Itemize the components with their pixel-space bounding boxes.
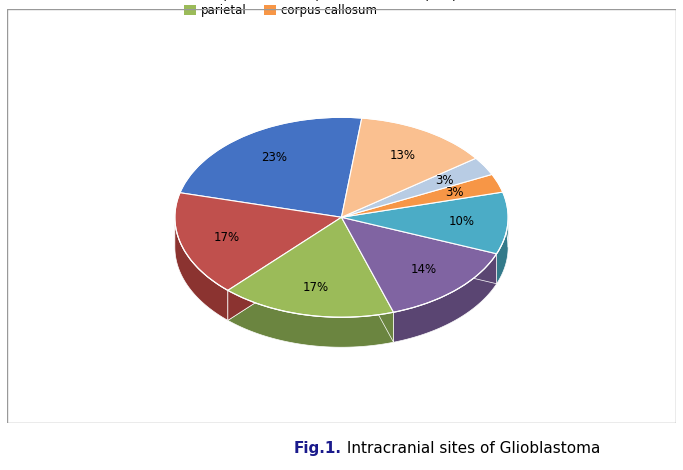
Polygon shape — [342, 158, 492, 217]
Polygon shape — [342, 217, 497, 312]
Polygon shape — [342, 217, 497, 284]
Polygon shape — [342, 118, 476, 217]
Text: 14%: 14% — [411, 263, 437, 276]
Polygon shape — [228, 217, 342, 321]
Text: 13%: 13% — [389, 149, 415, 162]
Polygon shape — [342, 217, 393, 342]
Legend: frontal, temporal, parietal, frontotemporal, frontoparietal, corpus callosum, la: frontal, temporal, parietal, frontotempo… — [181, 0, 502, 21]
Text: Fig.1.: Fig.1. — [294, 441, 342, 456]
Polygon shape — [503, 192, 508, 247]
Polygon shape — [175, 193, 342, 290]
Text: 23%: 23% — [261, 151, 287, 164]
Polygon shape — [180, 118, 362, 217]
Polygon shape — [342, 174, 503, 217]
Polygon shape — [228, 217, 393, 317]
Polygon shape — [228, 290, 393, 347]
Text: 10%: 10% — [448, 215, 474, 228]
Polygon shape — [342, 192, 508, 254]
Polygon shape — [228, 217, 342, 321]
Polygon shape — [342, 217, 497, 284]
Ellipse shape — [175, 147, 508, 347]
Text: 3%: 3% — [435, 174, 454, 187]
Text: 17%: 17% — [213, 231, 240, 244]
Text: 17%: 17% — [303, 281, 329, 294]
Text: 3%: 3% — [445, 186, 464, 199]
Polygon shape — [175, 217, 228, 321]
Polygon shape — [393, 254, 497, 342]
Text: Intracranial sites of Glioblastoma: Intracranial sites of Glioblastoma — [342, 441, 600, 456]
Polygon shape — [342, 217, 393, 342]
Polygon shape — [497, 217, 508, 284]
